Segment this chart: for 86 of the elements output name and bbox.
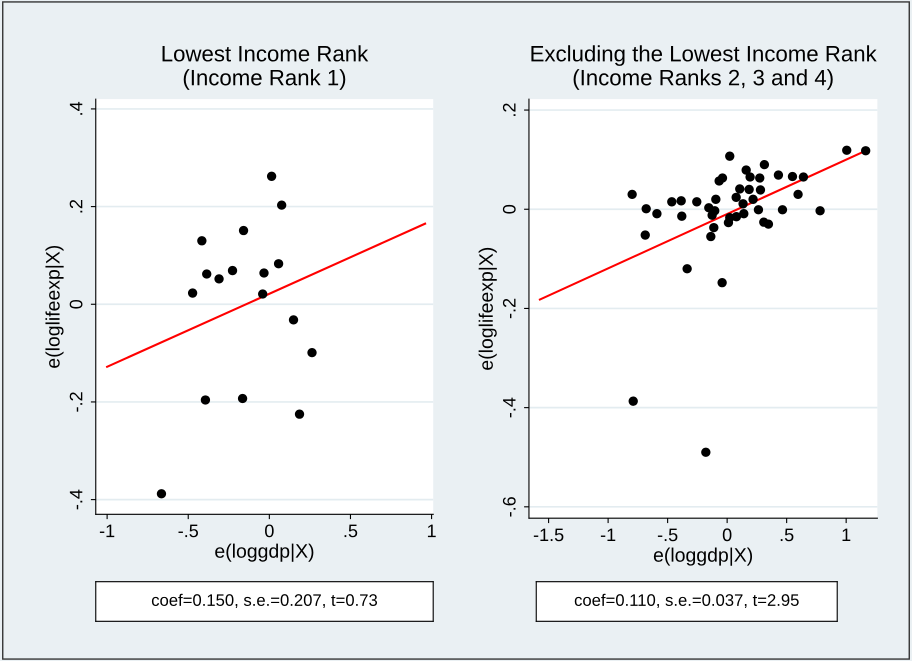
text: coef=0.110, s.e.=0.037, t=2.95 xyxy=(574,594,799,608)
point xyxy=(707,210,717,220)
point xyxy=(755,173,764,183)
y-tick-label: -.2 xyxy=(502,298,516,318)
point xyxy=(764,219,774,229)
point xyxy=(200,395,210,405)
point xyxy=(793,190,803,200)
point xyxy=(640,230,650,240)
point xyxy=(188,288,198,298)
x-tick-label: 0 xyxy=(722,528,732,542)
point xyxy=(760,160,770,170)
point xyxy=(677,212,686,221)
point xyxy=(738,199,748,208)
point xyxy=(652,209,662,218)
point xyxy=(732,192,741,202)
point xyxy=(778,205,788,214)
point xyxy=(202,269,212,279)
y-tick-label: -.6 xyxy=(502,497,516,517)
x-axis-title: e(loggdp|X) xyxy=(654,548,752,566)
x-tick-label: 1 xyxy=(842,528,850,542)
point xyxy=(197,236,207,246)
point xyxy=(739,209,748,218)
point xyxy=(798,172,808,182)
y-tick-label: .4 xyxy=(70,102,82,115)
y-tick-label: .2 xyxy=(502,103,516,116)
point xyxy=(258,289,268,299)
point xyxy=(744,184,754,194)
x-tick-label: -.5 xyxy=(178,524,198,538)
x-tick-label: 0 xyxy=(265,524,274,538)
point xyxy=(238,394,248,404)
point xyxy=(742,165,751,175)
point xyxy=(274,259,284,268)
chart-title: Lowest Income Rank (Income Rank 1) xyxy=(162,45,368,90)
point xyxy=(692,197,702,206)
point xyxy=(788,172,798,182)
point xyxy=(288,315,298,325)
point xyxy=(667,197,676,206)
point xyxy=(842,146,852,155)
x-tick-label: 1 xyxy=(428,524,436,538)
point xyxy=(238,226,248,236)
point xyxy=(642,204,651,214)
point xyxy=(228,266,238,276)
point xyxy=(294,409,304,419)
point xyxy=(815,206,825,216)
x-tick-label: .5 xyxy=(344,524,358,538)
point xyxy=(277,200,286,210)
point xyxy=(748,194,758,204)
x-tick-label: -1.5 xyxy=(534,528,564,542)
point xyxy=(735,184,744,194)
point xyxy=(676,196,686,206)
x-axis-title: e(loggdp|X) xyxy=(215,544,314,562)
point xyxy=(711,194,720,204)
y-tick-label: 0 xyxy=(502,204,516,214)
point xyxy=(725,152,734,161)
point xyxy=(732,212,742,222)
point xyxy=(628,396,638,406)
point xyxy=(266,172,276,181)
x-tick-label: -1 xyxy=(600,528,616,542)
point xyxy=(774,170,784,180)
point xyxy=(259,268,269,278)
point xyxy=(756,185,766,195)
point xyxy=(709,222,718,232)
point xyxy=(717,278,727,288)
y-axis-title: e(loglifeexp|X) xyxy=(478,248,497,370)
point xyxy=(861,146,870,156)
text: coef=0.150, s.e.=0.207, t=0.73 xyxy=(152,594,378,608)
y-tick-label: .2 xyxy=(70,200,82,212)
x-tick-label: -.5 xyxy=(658,528,678,542)
point xyxy=(754,205,764,214)
y-tick-label: 0 xyxy=(70,300,82,309)
y-axis-title: e(loglifeexp|X) xyxy=(45,246,64,368)
point xyxy=(701,448,710,457)
point xyxy=(718,173,728,183)
point xyxy=(745,172,755,182)
y-tick-label: -.4 xyxy=(70,490,82,510)
y-tick-label: -.2 xyxy=(70,392,82,412)
point xyxy=(156,489,166,498)
chart-title: Excluding the Lowest Income Rank (Income Ranks 2, 3 and 4) xyxy=(531,45,877,90)
point xyxy=(627,190,637,200)
point xyxy=(214,274,224,284)
point xyxy=(706,232,716,242)
y-tick-label: -.4 xyxy=(503,398,516,418)
x-tick-label: -1 xyxy=(100,524,114,538)
x-tick-label: .5 xyxy=(780,528,794,542)
point xyxy=(307,348,317,358)
point xyxy=(682,264,692,274)
